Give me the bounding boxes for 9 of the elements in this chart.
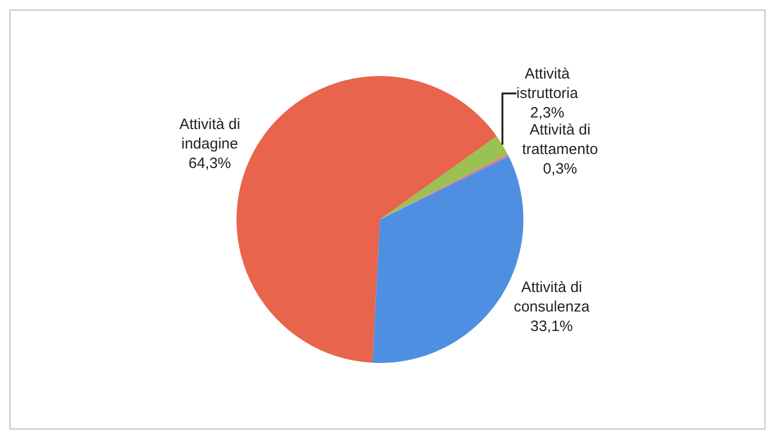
pie-slice xyxy=(380,136,508,220)
slice-label: Attività di trattamento xyxy=(522,121,598,158)
slice-label: Attività di consulenza xyxy=(514,279,590,316)
data-label: 2,3% xyxy=(530,104,564,122)
data-label: 0,3% xyxy=(542,160,578,178)
data-label: 33,1% xyxy=(530,318,573,335)
slice-label: Attività di indagine xyxy=(179,116,240,153)
slice-label: Attività istruttoria xyxy=(516,65,579,102)
data-label: 64,3% xyxy=(188,155,232,172)
